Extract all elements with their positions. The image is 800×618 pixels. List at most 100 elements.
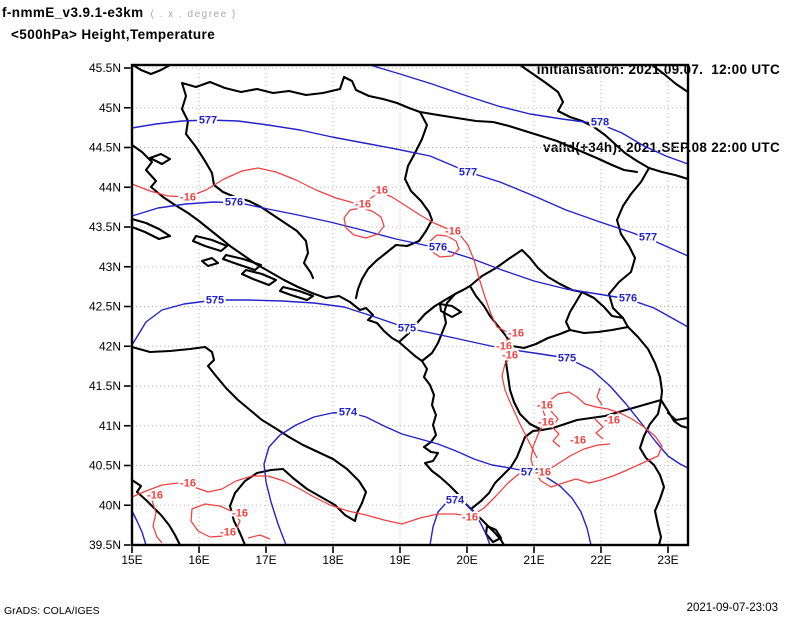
chart-subtitle: <500hPa> Height,Temperature xyxy=(11,27,216,42)
height-contour-label: 577 xyxy=(639,232,657,244)
lat-tick-label: 45N xyxy=(99,101,121,115)
temp-contour-label: -16 xyxy=(496,341,512,353)
border-albania-greece xyxy=(469,428,544,511)
height-contour-label: 575 xyxy=(398,323,416,335)
lon-tick-label: 17E xyxy=(255,553,276,567)
temp-contour-minus16-loop-b xyxy=(428,234,460,258)
lat-tick-label: 42N xyxy=(99,339,121,353)
lat-tick-label: 43N xyxy=(99,260,121,274)
lat-tick-label: 42.5N xyxy=(89,300,121,314)
temp-contour-minus16-southeast-blob xyxy=(530,391,663,488)
coastline-adriatic-east xyxy=(130,143,506,547)
border-bosnia-north-east xyxy=(180,75,434,300)
contour-labels: 577 578577576577576576575575575574574574-… xyxy=(145,113,659,541)
temperature-contours xyxy=(131,167,663,544)
temp-contour-label: -16 xyxy=(508,328,524,340)
height-contour-label: 575 xyxy=(558,353,576,365)
temp-contour-label: -16 xyxy=(570,435,586,447)
temp-contour-minus16-squiggle-a xyxy=(550,410,561,448)
lat-tick-label: 45.5N xyxy=(89,61,121,75)
lat-tick-label: 44N xyxy=(99,180,121,194)
lat-tick-label: 40.5N xyxy=(89,459,121,473)
coastline-italy-southwest xyxy=(130,478,182,547)
temp-contour-label: -16 xyxy=(147,490,163,502)
temp-contour-label: -16 xyxy=(372,185,388,197)
temp-contour-minus16-sw-loop xyxy=(190,503,241,538)
initialisation-time: initialisation: 2021.09.07. 12:00 UTC xyxy=(536,62,780,77)
temp-contour-label: -16 xyxy=(180,192,196,204)
height-contour-577 xyxy=(131,119,689,257)
height-contour-label: 577 xyxy=(199,115,217,127)
height-contour-574-corner xyxy=(131,510,147,546)
temp-contour-minus16-squiggle-b xyxy=(594,418,604,440)
lon-tick-label: 16E xyxy=(188,553,209,567)
model-title: f-nmmE_v3.9.1-e3km xyxy=(2,5,144,20)
coastline-italy-east xyxy=(130,345,368,547)
height-contour-label: 574 xyxy=(446,495,465,507)
temp-contour-minus16-north xyxy=(131,167,538,459)
grads-credit: GrADS: COLA/IGES xyxy=(4,605,100,617)
height-contour-label: 576 xyxy=(225,197,243,209)
lat-tick-label: 39.5N xyxy=(89,538,121,552)
temp-contour-label: -16 xyxy=(537,400,553,412)
temp-contour-label: -16 xyxy=(535,467,551,479)
temp-contour-minus16-dash xyxy=(596,387,603,406)
lon-tick-label: 18E xyxy=(322,553,343,567)
lon-tick-label: 15E xyxy=(121,553,142,567)
height-contour-578 xyxy=(369,64,689,165)
height-contour-label: 574 xyxy=(339,407,358,419)
lon-tick-label: 19E xyxy=(389,553,410,567)
temp-contour-label: -16 xyxy=(604,415,620,427)
temp-contour-label: -16 xyxy=(355,199,371,211)
lat-tick-label: 41N xyxy=(99,419,121,433)
height-contour-label: 577 xyxy=(459,167,477,179)
temp-contour-label: -16 xyxy=(462,512,478,524)
height-contour-label: 576 xyxy=(619,293,637,305)
border-macedonia-greece-albania xyxy=(504,344,663,432)
height-contour-label: 575 xyxy=(206,295,224,307)
lon-tick-label: 23E xyxy=(657,553,678,567)
temp-contour-minus16-loop-a xyxy=(343,207,385,239)
border-top-right-corner xyxy=(650,63,690,94)
axis-ticks xyxy=(124,67,669,553)
axis-labels: 45.5N 45N 44.5N 44N 43.5N 43N 42.5N 42N 41.5N 41N… xyxy=(89,61,679,567)
height-contour-label: 578 xyxy=(591,117,609,129)
border-croatia-bosnia-inland xyxy=(184,132,315,280)
lat-tick-label: 44.5N xyxy=(89,141,121,155)
title-line-1: f-nmmE_v3.9.1-e3km ( . x . degree ) xyxy=(2,5,237,20)
temp-contour-label: -16 xyxy=(220,527,236,539)
temp-contour-label: -16 xyxy=(502,350,518,362)
map-frame xyxy=(130,63,690,547)
height-contour-574-south xyxy=(429,499,491,546)
border-serbia-bulgaria xyxy=(607,166,664,402)
lat-tick-label: 40N xyxy=(99,498,121,512)
temp-contour-minus16-sw-dash xyxy=(247,534,271,540)
border-sava-danube-east xyxy=(418,110,639,174)
temp-contour-minus16-sw-strand xyxy=(151,499,163,544)
header-left: f-nmmE_v3.9.1-e3km ( . x . degree ) <500h… xyxy=(2,5,237,42)
border-serbia-romania-danube xyxy=(518,63,690,181)
temp-contour-label: -16 xyxy=(180,478,196,490)
lat-tick-label: 41.5N xyxy=(89,379,121,393)
coastline-greece-aegean xyxy=(638,398,690,547)
valid-time: valid(+34h): 2021.SEP.08 22:00 UTC xyxy=(543,140,780,155)
model-units-note: ( . x . degree ) xyxy=(150,9,237,20)
islands-dalmatia xyxy=(130,152,503,544)
lon-tick-label: 21E xyxy=(523,553,544,567)
height-contour-label: 574 xyxy=(521,467,540,479)
temp-contour-label: -16 xyxy=(232,508,248,520)
header-right: initialisation: 2021.09.07. 12:00 UTC va… xyxy=(537,5,780,213)
height-contour-574-main xyxy=(263,411,592,546)
temp-contour-label: -16 xyxy=(538,417,554,429)
lon-tick-label: 22E xyxy=(590,553,611,567)
lat-tick-label: 43.5N xyxy=(89,220,121,234)
temp-contour-label: -16 xyxy=(445,226,461,238)
height-contour-576 xyxy=(131,201,689,328)
coastline-kvarner-dip xyxy=(131,63,172,76)
creation-timestamp: 2021-09-07-23:03 xyxy=(686,602,778,614)
height-contour-label: 576 xyxy=(429,242,447,254)
coastlines-and-borders xyxy=(130,63,690,547)
lon-tick-label: 20E xyxy=(456,553,477,567)
